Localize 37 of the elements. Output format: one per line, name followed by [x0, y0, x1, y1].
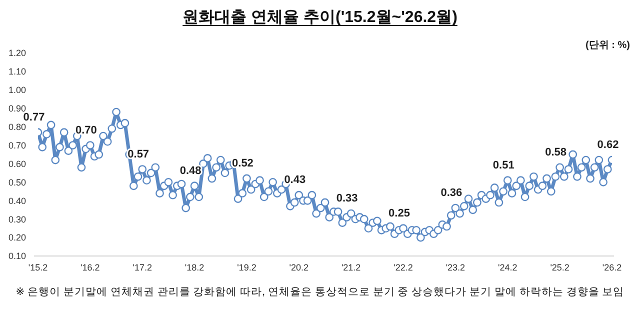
- y-tick-label: 0.80: [8, 122, 26, 132]
- x-tick-label: '17.2: [132, 262, 152, 272]
- y-tick-label: 0.90: [8, 104, 26, 114]
- x-tick-label: '15.2: [28, 262, 48, 272]
- x-tick-label: '24.2: [498, 262, 518, 272]
- y-tick-label: 0.70: [8, 140, 26, 150]
- data-label: 0.70: [75, 124, 97, 136]
- y-tick-label: 0.20: [8, 232, 26, 243]
- text: (단위 : %): [586, 39, 630, 52]
- x-tick-label: '20.2: [289, 262, 309, 272]
- x-tick-label: '16.2: [80, 262, 100, 272]
- x-tick-label: '19.2: [237, 262, 256, 272]
- data-label: 0.51: [492, 159, 514, 172]
- x-tick-label: '21.2: [341, 262, 361, 272]
- y-tick-label: 1.20: [8, 48, 26, 58]
- data-label: 0.48: [180, 164, 202, 177]
- data-label: 0.25: [388, 207, 410, 220]
- data-label: 0.58: [545, 146, 567, 158]
- y-tick-label: 0.40: [8, 196, 26, 206]
- text: ※ 은행이 분기말에 연체채권 관리를 강화함에 따라, 연체율은 통상적으로 분기 중 상승했다가 분기 말에 하락하는 경향을 보임: [14, 285, 626, 299]
- y-tick-label: 0.50: [8, 177, 26, 188]
- y-tick-label: 0.30: [8, 214, 26, 224]
- y-tick-label: 1.00: [8, 85, 26, 96]
- chart-title: 원화대출 연체율 추이('15.2월~'26.2월): [182, 8, 458, 28]
- y-tick-label: 0.60: [8, 158, 26, 169]
- y-tick-label: 0.10: [8, 251, 26, 262]
- x-tick-label: '18.2: [184, 262, 204, 272]
- x-tick-label: '25.2: [550, 262, 570, 272]
- y-tick-label: 1.10: [8, 66, 26, 77]
- data-label: 0.36: [440, 187, 462, 200]
- x-tick-label: '26.2: [602, 262, 622, 272]
- x-tick-label: '22.2: [394, 262, 413, 272]
- data-label: 0.33: [336, 192, 358, 205]
- x-tick-label: '23.2: [446, 262, 466, 272]
- data-label: 0.43: [284, 174, 306, 186]
- data-label: 0.62: [597, 139, 619, 152]
- data-label: 0.77: [23, 111, 45, 124]
